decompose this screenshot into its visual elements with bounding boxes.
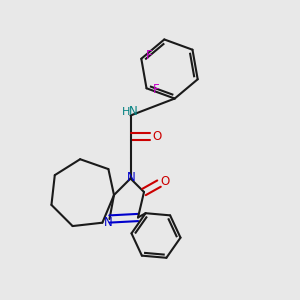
Text: O: O (160, 175, 169, 188)
Text: N: N (127, 171, 136, 184)
Text: H: H (122, 107, 130, 117)
Text: N: N (129, 105, 138, 119)
Text: N: N (103, 215, 112, 229)
Text: O: O (152, 130, 161, 143)
Text: F: F (153, 83, 159, 96)
Text: F: F (146, 49, 152, 62)
